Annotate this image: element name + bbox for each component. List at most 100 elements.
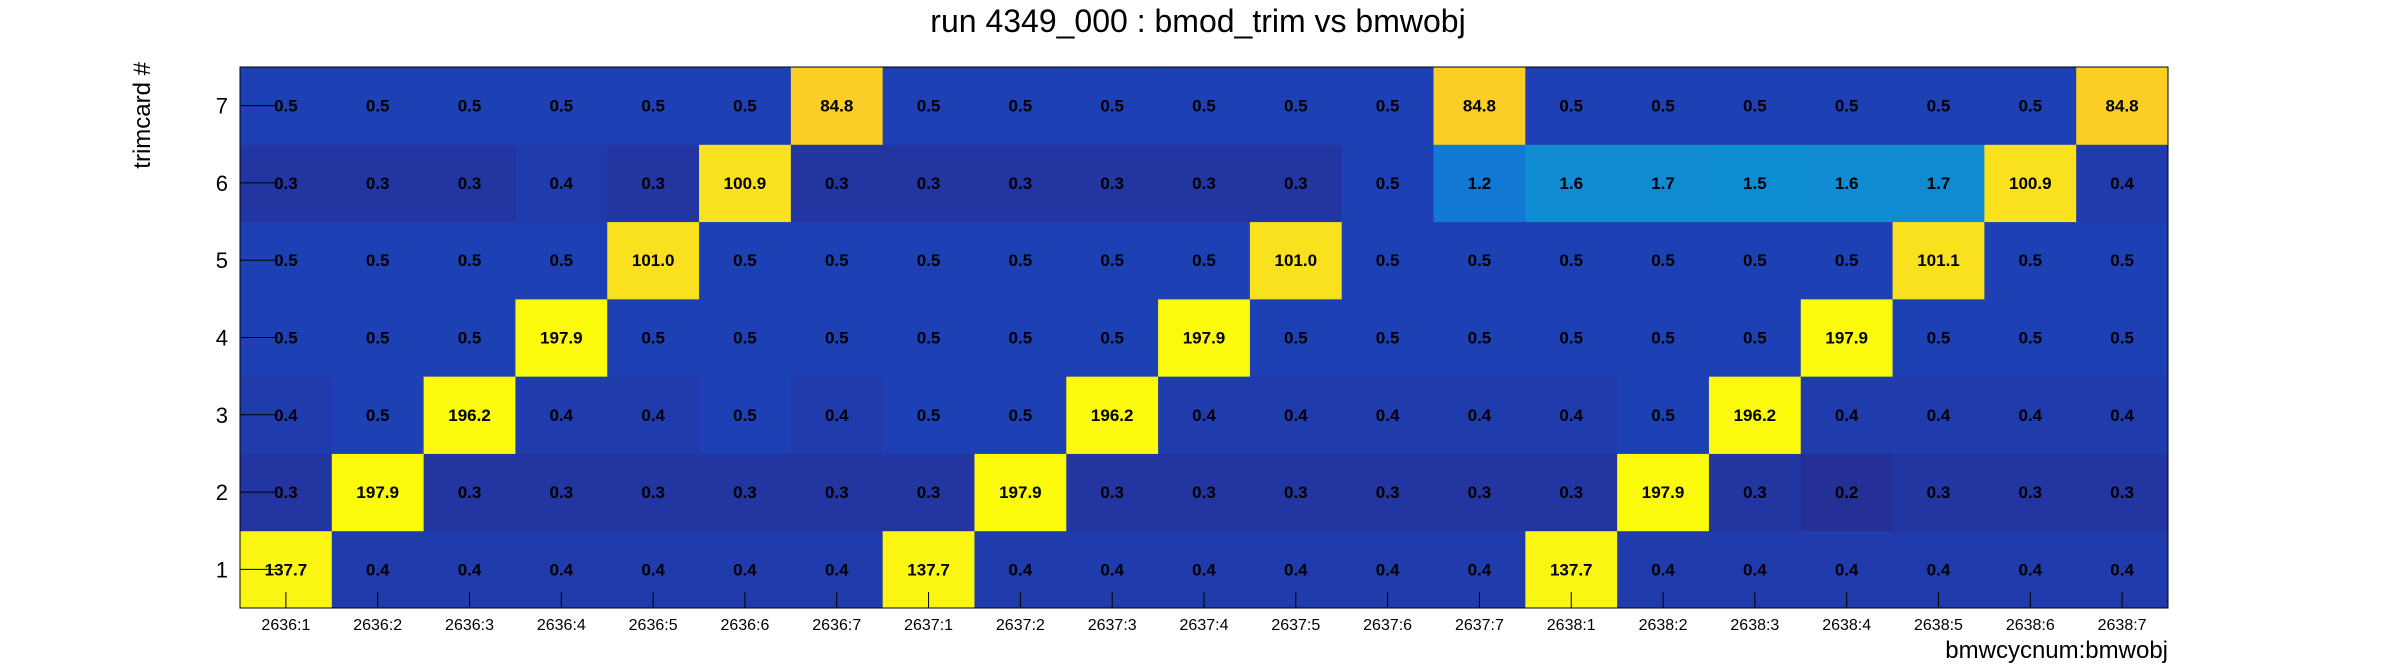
cell-value-label: 1.7 <box>1927 174 1951 193</box>
cell-value-label: 100.9 <box>2009 174 2052 193</box>
cell-value-label: 0.5 <box>366 406 390 425</box>
cell-value-label: 0.5 <box>1559 97 1583 116</box>
x-tick-label: 2638:7 <box>2098 617 2147 634</box>
heatmap-cell <box>515 221 608 300</box>
cell-value-label: 137.7 <box>907 560 950 579</box>
cell-value-label: 0.4 <box>1559 406 1583 425</box>
cell-value-label: 196.2 <box>1734 406 1777 425</box>
heatmap-cell <box>1249 144 1343 223</box>
cell-value-label: 0.5 <box>1559 329 1583 348</box>
x-tick-label: 2636:7 <box>812 617 861 634</box>
heatmap-cell <box>974 298 1067 377</box>
y-tick-label: 2 <box>216 480 228 505</box>
heatmap-cell <box>1892 298 1985 377</box>
heatmap-cell <box>1525 67 1618 145</box>
cell-value-label: 0.3 <box>641 174 665 193</box>
cell-value-label: 0.5 <box>825 251 849 270</box>
heatmap-cell <box>1341 221 1435 300</box>
heatmap-cell <box>1433 453 1526 532</box>
cell-value-label: 0.4 <box>550 406 574 425</box>
cell-value-label: 0.5 <box>825 329 849 348</box>
heatmap-cell <box>2076 376 2169 454</box>
heatmap-cell <box>331 144 425 223</box>
x-tick-label: 2637:5 <box>1271 617 1320 634</box>
heatmap-cell <box>423 144 516 223</box>
heatmap-cell <box>1525 144 1618 223</box>
cell-value-label: 137.7 <box>265 560 308 579</box>
cell-value-label: 0.3 <box>1009 174 1033 193</box>
heatmap-cell <box>1066 221 1159 300</box>
cell-value-label: 0.5 <box>550 97 574 116</box>
cell-value-label: 0.5 <box>1468 251 1492 270</box>
cell-value-label: 1.6 <box>1835 174 1859 193</box>
cell-value-label: 0.5 <box>1743 251 1767 270</box>
x-tick-label: 2637:4 <box>1180 617 1229 634</box>
heatmap-cell <box>699 67 792 145</box>
heatmap-cell <box>1892 144 1985 223</box>
x-tick-label: 2638:6 <box>2006 617 2055 634</box>
heatmap-cell <box>1800 453 1894 532</box>
heatmap-cell <box>423 298 516 377</box>
heatmap-cell <box>1984 298 2077 377</box>
cell-value-label: 0.5 <box>1743 329 1767 348</box>
heatmap-cell <box>790 67 884 145</box>
cell-value-label: 0.4 <box>825 406 849 425</box>
cell-value-label: 137.7 <box>1550 560 1593 579</box>
heatmap-cell <box>1892 67 1985 145</box>
cell-value-label: 0.4 <box>550 560 574 579</box>
y-tick-label: 1 <box>216 557 228 582</box>
cell-value-label: 196.2 <box>1091 406 1134 425</box>
heatmap-cell <box>1341 144 1435 223</box>
heatmap-cell <box>1433 67 1526 145</box>
x-tick-label: 2637:3 <box>1088 617 1137 634</box>
cell-value-label: 0.5 <box>458 97 482 116</box>
x-axis: 2636:1 2636:2 2636:3 2636:4 2636:5 2636:6 2636… <box>261 592 2147 634</box>
heatmap-cell <box>974 144 1067 223</box>
heatmap-cell <box>1800 67 1894 145</box>
heatmap-cell <box>607 298 700 377</box>
cell-value-label: 0.4 <box>1192 560 1216 579</box>
cell-value-label: 0.3 <box>917 174 941 193</box>
heatmap-cell <box>1249 67 1343 145</box>
heatmap-cell <box>1892 453 1985 532</box>
cell-value-label: 0.3 <box>825 174 849 193</box>
heatmap-cell <box>1341 67 1435 145</box>
cell-value-label: 84.8 <box>1463 97 1496 116</box>
cell-value-label: 196.2 <box>448 406 491 425</box>
chart-title: run 4349_000 : bmod_trim vs bmwobj <box>930 3 1465 39</box>
cell-value-label: 0.4 <box>1284 406 1308 425</box>
cell-value-label: 0.3 <box>1376 483 1400 502</box>
heatmap-cell-labels: 137.7 0.4 0.4 0.4 0.4 0.4 0.4 137.7 0.4 0.4 0.4 0.4… <box>265 97 2139 580</box>
heatmap-cell <box>790 453 884 532</box>
cell-value-label: 0.5 <box>917 97 941 116</box>
cell-value-label: 0.5 <box>917 406 941 425</box>
heatmap-cell <box>607 144 700 223</box>
cell-value-label: 0.4 <box>1468 560 1492 579</box>
cell-value-label: 0.3 <box>1284 483 1308 502</box>
x-tick-label: 2637:7 <box>1455 617 1504 634</box>
cell-value-label: 0.5 <box>1835 97 1859 116</box>
cell-value-label: 0.5 <box>2110 251 2134 270</box>
heatmap-cell <box>515 376 608 454</box>
heatmap-cell <box>1433 221 1526 300</box>
cell-value-label: 0.2 <box>1835 483 1859 502</box>
heatmap-cell <box>882 298 975 377</box>
cell-value-label: 197.9 <box>1642 483 1685 502</box>
x-tick-label: 2638:5 <box>1914 617 1963 634</box>
cell-value-label: 0.4 <box>1835 560 1859 579</box>
heatmap-cell <box>1892 376 1985 454</box>
cell-value-label: 0.5 <box>366 329 390 348</box>
heatmap-cell <box>1892 221 1985 300</box>
cell-value-label: 0.5 <box>1651 97 1675 116</box>
cell-value-label: 0.3 <box>458 174 482 193</box>
heatmap-cell <box>790 144 884 223</box>
cell-value-label: 0.4 <box>825 560 849 579</box>
heatmap-cell <box>1984 221 2077 300</box>
y-axis: 1 2 3 4 5 6 7 <box>216 94 278 582</box>
heatmap-cell <box>515 298 608 377</box>
heatmap-cell <box>1249 453 1343 532</box>
heatmap-cell <box>790 376 884 454</box>
heatmap-cell <box>1341 298 1435 377</box>
cell-value-label: 0.4 <box>366 560 390 579</box>
heatmap-cell <box>1708 144 1802 223</box>
